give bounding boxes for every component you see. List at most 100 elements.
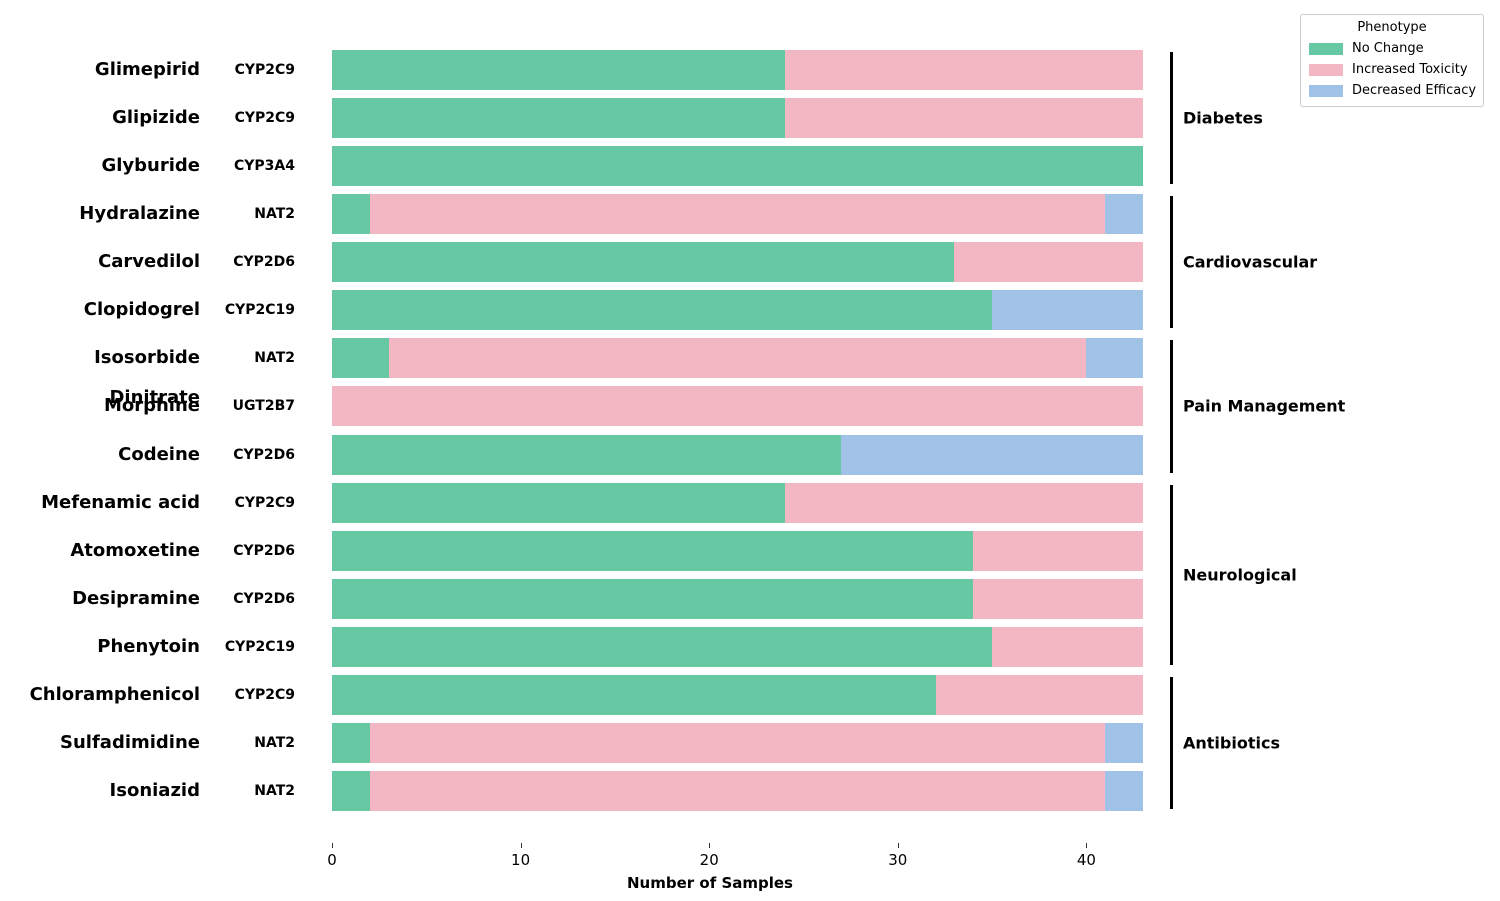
- bar-segment-no-change: [332, 482, 785, 523]
- row-drug-label: Isosorbide Dinitrate: [94, 347, 200, 409]
- bar-row: [332, 434, 1143, 475]
- row-drug-label: Desipramine: [72, 587, 200, 609]
- bar-segment-no-change: [332, 290, 993, 331]
- row-gene-label: CYP3A4: [234, 158, 295, 175]
- bar-segment-increased-toxicity: [369, 771, 1106, 812]
- legend-swatch-icon: [1309, 63, 1343, 76]
- bar-segment-no-change: [332, 242, 955, 283]
- legend-entry: Increased Toxicity: [1309, 59, 1475, 80]
- row-gene-label: CYP2C19: [224, 638, 295, 655]
- row-gene-label: CYP2D6: [233, 542, 295, 559]
- bar-segment-decreased-efficacy: [1086, 338, 1143, 379]
- bar-row: [332, 626, 1143, 667]
- bar-segment-increased-toxicity: [973, 578, 1143, 619]
- row-gene-label: CYP2C9: [234, 110, 295, 127]
- row-gene-label: CYP2D6: [233, 446, 295, 463]
- row-drug-label: Codeine: [118, 443, 200, 465]
- row-gene-label: CYP2C19: [224, 302, 295, 319]
- bar-segment-no-change: [332, 194, 370, 235]
- bar-row: [332, 674, 1143, 715]
- row-drug-label: Glyburide: [101, 155, 200, 177]
- row-gene-label: NAT2: [254, 783, 295, 800]
- x-axis-tick-label: 30: [888, 851, 908, 869]
- row-drug-label: Mefenamic acid: [41, 491, 200, 513]
- row-drug-label: Morphine: [103, 395, 200, 417]
- row-gene-label: CYP2C9: [234, 686, 295, 703]
- row-gene-label: CYP2C9: [234, 494, 295, 511]
- bar-row: [332, 722, 1143, 763]
- row-gene-label: CYP2C9: [234, 62, 295, 78]
- bar-segment-increased-toxicity: [332, 386, 1143, 427]
- bar-segment-no-change: [332, 146, 1143, 187]
- legend-entry: No Change: [1309, 38, 1475, 59]
- row-drug-label: Hydralazine: [79, 203, 200, 225]
- legend: Phenotype No Change Increased Toxicity Dec…: [1300, 14, 1484, 107]
- legend-entry: Decreased Efficacy: [1309, 80, 1477, 101]
- x-axis-tick-label: 40: [1076, 851, 1096, 869]
- bar-segment-no-change: [332, 98, 785, 139]
- row-gene-label: UGT2B7: [232, 398, 295, 415]
- bar-segment-decreased-efficacy: [841, 434, 1143, 475]
- legend-swatch-icon: [1309, 42, 1343, 55]
- bar-segment-decreased-efficacy: [992, 290, 1143, 331]
- bar-row: [332, 242, 1143, 283]
- bar-segment-increased-toxicity: [973, 530, 1143, 571]
- category-bracket-line: [1170, 196, 1173, 329]
- bar-row: [332, 338, 1143, 379]
- bar-row: [332, 290, 1143, 331]
- row-drug-label: Clopidogrel: [83, 299, 200, 321]
- bar-segment-increased-toxicity: [992, 626, 1143, 667]
- bar-segment-increased-toxicity: [784, 50, 1143, 90]
- category-label: Diabetes: [1183, 108, 1263, 128]
- bar-segment-no-change: [332, 578, 974, 619]
- x-axis-title: Number of Samples: [627, 874, 793, 892]
- bar-row: [332, 771, 1143, 812]
- row-drug-label: Sulfadimidine: [60, 731, 200, 753]
- bar-segment-decreased-efficacy: [1105, 194, 1143, 235]
- x-axis-tick-mark: [897, 843, 899, 848]
- row-gene-label: NAT2: [254, 350, 295, 367]
- row-drug-label: Chloramphenicol: [29, 683, 200, 705]
- row-gene-label: CYP2D6: [233, 254, 295, 271]
- bar-segment-no-change: [332, 530, 974, 571]
- category-bracket-line: [1170, 52, 1173, 185]
- legend-entry-label: No Change: [1352, 41, 1424, 56]
- bar-row: [332, 386, 1143, 427]
- bar-segment-increased-toxicity: [388, 338, 1087, 379]
- x-axis-tick-label: 0: [327, 851, 337, 869]
- bar-segment-no-change: [332, 626, 993, 667]
- bar-segment-increased-toxicity: [784, 98, 1143, 139]
- bar-segment-no-change: [332, 722, 370, 763]
- bar-segment-increased-toxicity: [935, 674, 1143, 715]
- bar-segment-no-change: [332, 50, 785, 90]
- row-drug-label: Atomoxetine: [70, 539, 200, 561]
- bar-segment-no-change: [332, 434, 842, 475]
- bar-segment-decreased-efficacy: [1105, 771, 1143, 812]
- legend-title: Phenotype: [1357, 20, 1427, 35]
- x-axis-tick-mark: [709, 843, 711, 848]
- x-axis-tick-mark: [332, 843, 333, 848]
- category-label: Cardiovascular: [1183, 252, 1318, 272]
- category-bracket-line: [1170, 484, 1173, 665]
- bar-row: [332, 146, 1143, 187]
- bar-segment-no-change: [332, 674, 936, 715]
- x-axis-tick-label: 20: [699, 851, 719, 869]
- row-drug-label: Phenytoin: [97, 635, 200, 657]
- legend-entry-label: Decreased Efficacy: [1352, 83, 1477, 98]
- bar-row: [332, 530, 1143, 571]
- bar-segment-no-change: [332, 771, 370, 812]
- bar-segment-no-change: [332, 338, 389, 379]
- legend-entries: No Change Increased Toxicity Decreased Eff…: [1309, 38, 1477, 101]
- category-label: Antibiotics: [1183, 733, 1280, 753]
- x-axis-tick-mark: [520, 843, 522, 848]
- row-drug-label: Isoniazid: [109, 780, 200, 802]
- row-gene-label: NAT2: [254, 734, 295, 751]
- bar-row: [332, 482, 1143, 523]
- bar-row: [332, 578, 1143, 619]
- bar-segment-increased-toxicity: [369, 194, 1106, 235]
- category-bracket-line: [1170, 340, 1173, 473]
- bar-row: [332, 98, 1143, 139]
- category-label: Neurological: [1183, 565, 1297, 585]
- bar-segment-increased-toxicity: [954, 242, 1143, 283]
